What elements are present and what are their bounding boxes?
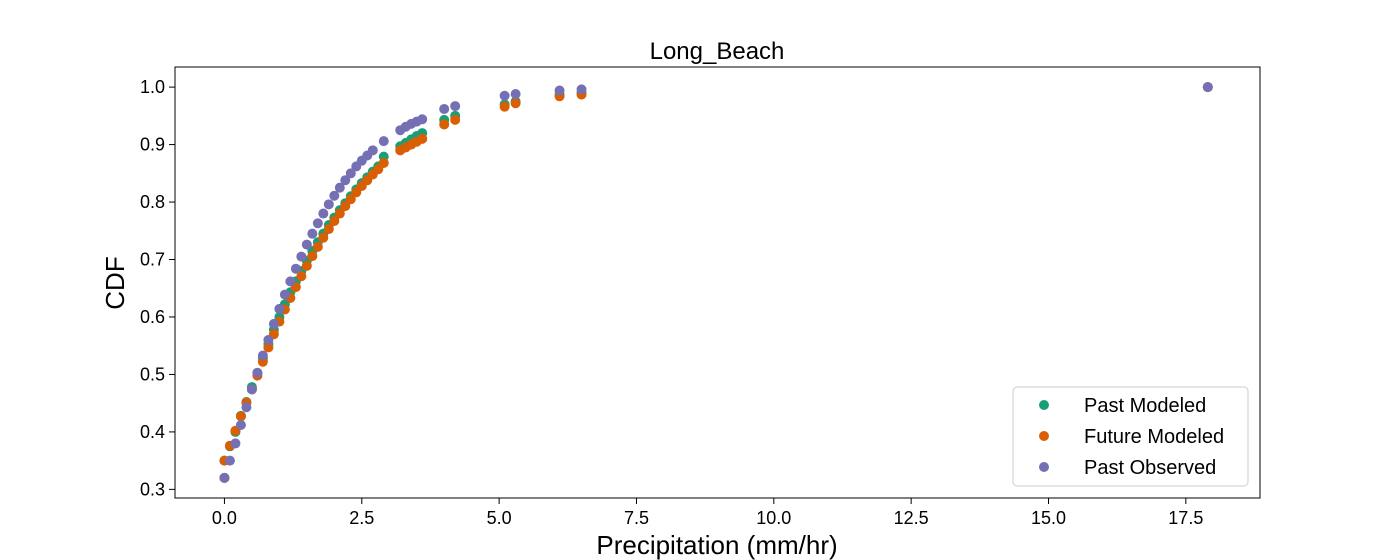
- data-point-past-observed: [340, 175, 351, 186]
- data-point-future-modeled: [345, 194, 356, 205]
- y-tick-label: 0.9: [140, 135, 165, 155]
- legend: Past Modeled Future Modeled Past Observed: [1012, 386, 1249, 487]
- x-tick-label: 0.0: [212, 508, 237, 528]
- data-point-past-observed: [329, 190, 340, 201]
- data-point-future-modeled: [307, 251, 318, 262]
- data-point-past-observed: [279, 289, 290, 300]
- legend-box: [1012, 386, 1249, 487]
- y-axis: 0.3 0.4 0.5 0.6 0.7 0.8 0.9 1.0: [140, 77, 175, 499]
- data-point-past-observed: [263, 334, 274, 345]
- legend-label-past-observed: Past Observed: [1084, 457, 1216, 479]
- y-tick-label: 0.5: [140, 364, 165, 384]
- x-tick-label: 17.5: [1168, 508, 1203, 528]
- legend-marker-past-modeled: [1039, 400, 1049, 410]
- data-point-past-observed: [274, 303, 285, 314]
- data-point-past-observed: [241, 402, 252, 413]
- data-point-past-observed: [323, 199, 334, 210]
- legend-marker-past-observed: [1039, 462, 1049, 472]
- data-point-past-observed: [224, 455, 235, 466]
- data-point-past-observed: [439, 103, 450, 114]
- data-point-future-modeled: [235, 411, 246, 422]
- data-point-past-observed: [290, 263, 301, 274]
- x-axis-label: Precipitation (mm/hr): [596, 530, 837, 560]
- data-point-past-observed: [268, 318, 279, 329]
- data-point-future-modeled: [439, 119, 450, 130]
- data-point-future-modeled: [323, 224, 334, 235]
- y-axis-label: CDF: [100, 256, 130, 309]
- x-tick-label: 5.0: [487, 508, 512, 528]
- data-point-past-observed: [378, 136, 389, 147]
- data-point-past-observed: [554, 85, 565, 96]
- data-point-past-observed: [1202, 82, 1213, 93]
- data-point-past-observed: [246, 384, 257, 395]
- plot-area-frame: [174, 66, 1261, 499]
- x-tick-label: 2.5: [349, 508, 374, 528]
- y-tick-label: 0.8: [140, 192, 165, 212]
- data-points: [219, 82, 1213, 483]
- data-point-past-observed: [230, 438, 241, 449]
- y-tick-label: 1.0: [140, 77, 165, 97]
- y-tick-label: 0.4: [140, 422, 165, 442]
- legend-label-past-modeled: Past Modeled: [1084, 395, 1206, 417]
- data-point-past-observed: [301, 239, 312, 250]
- legend-label-future-modeled: Future Modeled: [1084, 426, 1224, 448]
- data-point-past-observed: [345, 168, 356, 179]
- data-point-past-observed: [499, 90, 510, 101]
- data-point-future-modeled: [450, 114, 461, 125]
- y-tick-label: 0.6: [140, 307, 165, 327]
- data-point-past-observed: [296, 251, 307, 262]
- data-point-past-observed: [576, 84, 587, 95]
- data-point-future-modeled: [334, 208, 345, 219]
- x-tick-label: 12.5: [894, 508, 929, 528]
- legend-marker-future-modeled: [1039, 431, 1049, 441]
- y-tick-label: 0.7: [140, 250, 165, 270]
- data-point-past-observed: [312, 218, 323, 229]
- x-tick-label: 7.5: [624, 508, 649, 528]
- data-point-past-observed: [318, 208, 329, 219]
- data-point-future-modeled: [510, 98, 521, 109]
- chart-title: Long_Beach: [650, 38, 785, 65]
- data-point-future-modeled: [312, 241, 323, 252]
- data-point-future-modeled: [301, 260, 312, 271]
- data-point-future-modeled: [318, 232, 329, 243]
- data-point-past-observed: [219, 472, 230, 483]
- data-point-past-observed: [334, 182, 345, 193]
- x-tick-label: 10.0: [756, 508, 791, 528]
- data-point-past-observed: [307, 228, 318, 239]
- y-tick-label: 0.3: [140, 479, 165, 499]
- data-point-past-observed: [235, 420, 246, 431]
- data-point-past-observed: [257, 350, 268, 361]
- data-point-future-modeled: [417, 133, 428, 144]
- data-point-past-observed: [367, 145, 378, 156]
- data-point-past-observed: [510, 89, 521, 100]
- data-point-future-modeled: [378, 157, 389, 168]
- data-point-past-observed: [450, 101, 461, 112]
- data-point-future-modeled: [499, 101, 510, 112]
- data-point-past-observed: [252, 367, 263, 378]
- data-point-past-observed: [285, 276, 296, 287]
- data-point-future-modeled: [340, 201, 351, 212]
- data-point-future-modeled: [263, 342, 274, 353]
- x-axis: 0.0 2.5 5.0 7.5 10.0 12.5 15.0 17.5: [212, 498, 1203, 528]
- data-point-future-modeled: [329, 216, 340, 227]
- data-point-past-observed: [417, 114, 428, 125]
- data-point-future-modeled: [296, 271, 307, 282]
- x-tick-label: 15.0: [1031, 508, 1066, 528]
- series-past-observed: [219, 82, 1213, 483]
